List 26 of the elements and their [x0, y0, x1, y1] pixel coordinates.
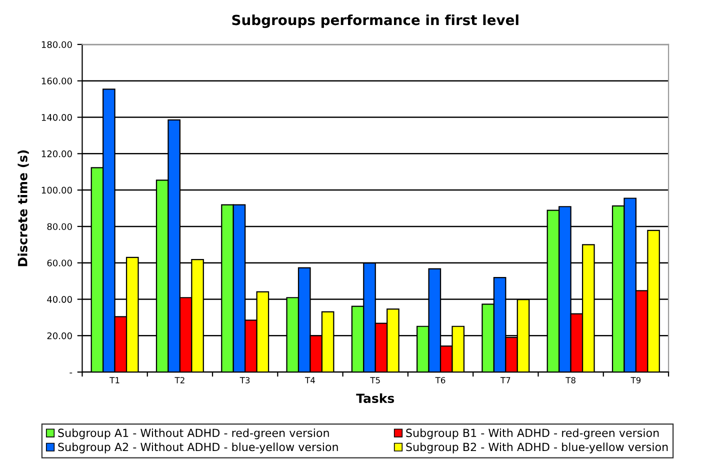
y-tick-label: - [70, 372, 72, 374]
y-axis-title: Discrete time (s) [18, 150, 29, 266]
x-tick-label: T3 [240, 377, 250, 384]
y-tick-label: 100.00 [42, 186, 72, 194]
x-tick-label: T8 [566, 377, 576, 384]
y-tick-label: 120.00 [42, 150, 72, 158]
y-tick-label: 180.00 [42, 41, 72, 48]
legend-label: Subgroup B2 - With ADHD - blue-yellow version [406, 442, 668, 454]
x-tick-label: T4 [305, 377, 315, 384]
x-tick-label: T7 [500, 377, 510, 384]
x-tick-label: T1 [110, 377, 120, 384]
x-tick-label: T9 [630, 377, 641, 384]
y-tick-label: 40.00 [47, 296, 72, 303]
x-tick-label: T5 [370, 377, 380, 384]
x-axis-title: Tasks [356, 393, 394, 403]
x-tick-label: T2 [174, 377, 184, 384]
y-tick-label: 60.00 [47, 260, 72, 266]
legend-label: Subgroup A1 - Without ADHD - red-green version [58, 428, 329, 440]
y-tick-label: 140.00 [42, 114, 72, 121]
y-tick-label: 160.00 [42, 78, 72, 84]
y-tick-label: 80.00 [47, 223, 72, 230]
x-tick-label: T6 [435, 377, 446, 384]
legend-label: Subgroup A2 - Without ADHD - blue-yellow version [58, 442, 338, 454]
legend-label: Subgroup B1 - With ADHD - red-green version [406, 428, 659, 440]
y-tick-label: 20.00 [47, 332, 72, 340]
chart-title: Subgroups performance in first level [232, 14, 518, 28]
